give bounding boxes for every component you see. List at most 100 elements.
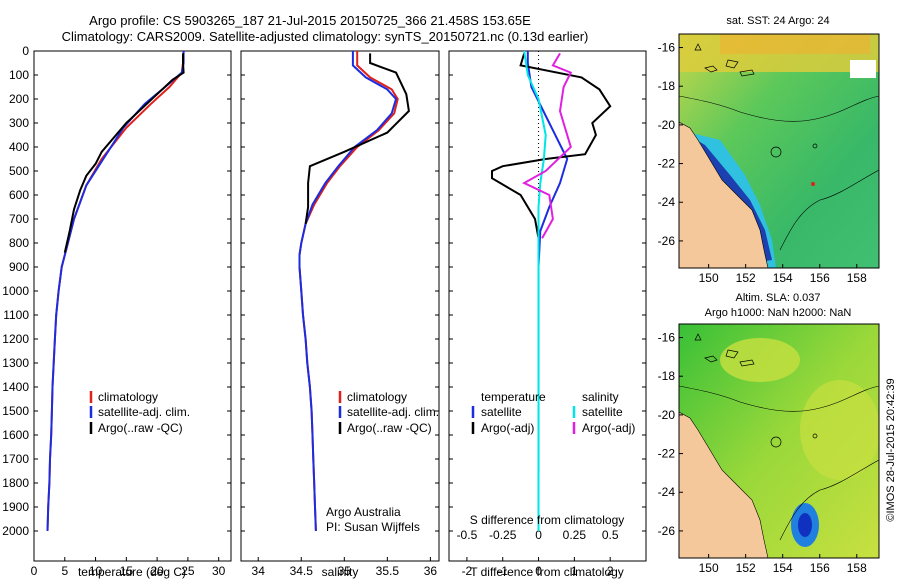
panel2-annotation-line2: PI: Susan Wijffels [326, 520, 420, 534]
x-tick-label: 25 [181, 564, 195, 578]
y-tick-label: 600 [9, 188, 29, 202]
map-y-tick-label: -20 [658, 408, 676, 422]
map1-contour-2 [779, 169, 879, 251]
map2-low-eddy-core [798, 513, 812, 537]
map-x-tick-label: 150 [699, 561, 719, 575]
legend-heading-temperature: temperature [481, 390, 546, 404]
map2-axes: 150 152 154 156 158 -16 -18 -20 -22 -24 -26 [658, 331, 867, 575]
y-tick-label: 100 [9, 68, 29, 82]
x-tick-label: 0 [31, 564, 38, 578]
x-tick-label: 1 [571, 564, 578, 578]
map1-reef-outline-2 [812, 143, 818, 149]
map2-title-line1: Altim. SLA: 0.037 [736, 292, 821, 304]
panel1-axes: 0 5 10 15 20 25 300100200300400500600700800900… [2, 44, 231, 578]
panel3-xlabel: T difference from climatology [470, 565, 624, 579]
panel2-series [298, 51, 410, 532]
legend-label-climatology: climatology [98, 390, 158, 404]
panel3-frame [448, 50, 647, 562]
y-tick-label: 1600 [2, 428, 29, 442]
panel2-annotation-line1: Argo Australia [326, 505, 401, 519]
series-line-sal_argo [522, 52, 573, 239]
x-tick-label: -2 [462, 564, 473, 578]
plot-title-line1: Argo profile: CS 5903265_187 21-Jul-2015… [89, 13, 531, 28]
x-tick-label: 10 [89, 564, 103, 578]
legend-label-s-satellite: satellite [582, 405, 623, 419]
legend-label-satellite: satellite-adj. clim. [98, 405, 190, 419]
legend-label-t-argo: Argo(-adj) [481, 421, 534, 435]
series-line-sal_satellite [523, 50, 547, 531]
x-tick-label: 5 [61, 564, 68, 578]
panel2-legend: climatology satellite-adj. clim. Argo(..… [326, 390, 439, 534]
y-tick-label: 900 [9, 260, 29, 274]
map2-island-outlines [694, 333, 755, 367]
x-tick-label: 0 [535, 564, 542, 578]
map1 [679, 34, 879, 268]
map-x-tick-label: 158 [847, 271, 867, 285]
x-tick-label: 20 [150, 564, 164, 578]
map2-frame [678, 323, 880, 559]
panel1-series [46, 50, 185, 532]
x2-tick-label: 0 [535, 528, 542, 542]
panel3-x2label: S difference from climatology [470, 513, 625, 527]
series-line-climatology [46, 50, 185, 532]
panel1-legend: climatology satellite-adj. clim. Argo(..… [89, 390, 190, 435]
legend-label-argo: Argo(..raw -QC) [98, 421, 183, 435]
series-line-satellite [526, 51, 569, 531]
x-tick-label: 30 [212, 564, 226, 578]
map1-contour [679, 95, 879, 122]
y-tick-label: 1200 [2, 332, 29, 346]
y-tick-label: 300 [9, 116, 29, 130]
y-tick-label: 0 [22, 44, 29, 58]
map-x-tick-label: 154 [773, 271, 793, 285]
y-tick-label: 1100 [3, 308, 29, 322]
y-tick-label: 1300 [2, 356, 29, 370]
x-tick-label: 15 [120, 564, 134, 578]
map-y-tick-label: -26 [658, 234, 676, 248]
map-x-tick-label: 152 [736, 561, 756, 575]
map-x-tick-label: 154 [773, 561, 793, 575]
map2-land [679, 411, 769, 558]
series-line-argo [63, 53, 185, 253]
series-line-satellite [298, 51, 398, 532]
legend-heading-salinity: salinity [582, 390, 619, 404]
map-y-tick-label: -18 [658, 369, 676, 383]
imos-stamp: ©IMOS 28-Jul-2015 20:42:39 [885, 378, 897, 521]
x-tick-label: 34.5 [290, 564, 314, 578]
series-line-argo [304, 53, 410, 224]
map-x-tick-label: 152 [736, 271, 756, 285]
y-tick-label: 800 [9, 236, 29, 250]
map2-contour [679, 385, 879, 412]
map-x-tick-label: 158 [847, 561, 867, 575]
panel1-frame [33, 50, 232, 562]
x2-tick-label: 0.5 [602, 528, 619, 542]
y-tick-label: 1000 [2, 284, 29, 298]
map2-contour-2 [779, 459, 879, 541]
map-x-tick-label: 150 [699, 271, 719, 285]
map-y-tick-label: -24 [658, 195, 676, 209]
y-tick-label: 2000 [2, 524, 29, 538]
map-y-tick-label: -16 [658, 41, 676, 55]
y-tick-label: 400 [9, 140, 29, 154]
y-tick-label: 500 [9, 164, 29, 178]
argo-position-marker [811, 182, 815, 186]
y-tick-label: 700 [9, 212, 29, 226]
legend-label-satellite: satellite-adj. clim. [347, 405, 439, 419]
x-tick-label: 36 [424, 564, 438, 578]
map1-axes: 150 152 154 156 158 -16 -18 -20 -22 -24 -26 [658, 41, 867, 285]
legend-label-argo: Argo(..raw -QC) [347, 421, 432, 435]
panel3-axes: -2 -1 0 1 2 -0.5 -0.25 0 0.25 0.5 [449, 50, 646, 578]
map-y-tick-label: -24 [658, 485, 676, 499]
x-tick-label: 34 [252, 564, 266, 578]
map1-land [679, 121, 769, 268]
panel1-xlabel: temperature (deg C) [78, 565, 186, 579]
map-y-tick-label: -26 [658, 524, 676, 538]
map2-reef-outline-2 [812, 433, 818, 439]
series-line-satellite [46, 51, 185, 532]
map2-high-region [720, 338, 800, 382]
map-x-tick-label: 156 [810, 561, 830, 575]
y-tick-label: 200 [9, 92, 29, 106]
x-tick-label: 35.5 [376, 564, 400, 578]
panel3-series [491, 50, 612, 531]
panel2-xlabel: salinity [322, 565, 359, 579]
x2-tick-label: -0.5 [457, 528, 478, 542]
